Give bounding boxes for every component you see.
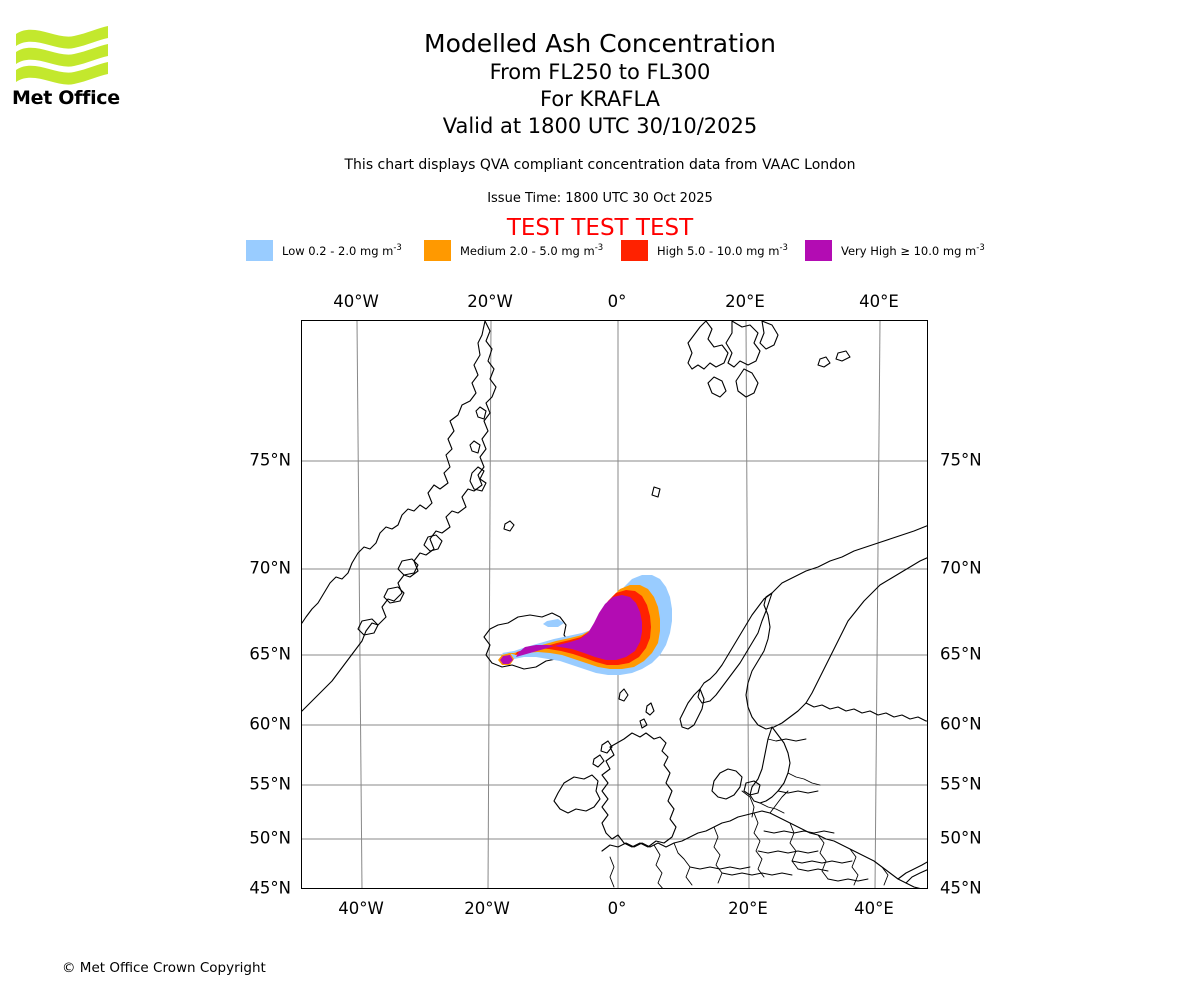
lon-tick-bottom-0: 0° <box>607 899 627 918</box>
legend-item-0: Low 0.2 - 2.0 mg m-3 <box>246 239 402 261</box>
legend-label-2: High 5.0 - 10.0 mg m-3 <box>657 242 788 258</box>
lat-tick-left-65: 65°N <box>249 644 291 664</box>
lon-tick-bottom--40: 40°W <box>338 899 384 918</box>
lat-tick-right-70: 70°N <box>940 558 982 578</box>
lon-tick-top-0: 0° <box>607 292 627 311</box>
lat-tick-left-70: 70°N <box>249 558 291 578</box>
lon-tick-top-20: 20°E <box>725 292 765 311</box>
gridline-lon--40 <box>356 321 363 888</box>
concentration-legend: Low 0.2 - 2.0 mg m-3 Medium 2.0 - 5.0 mg … <box>246 239 986 261</box>
lon-tick-top-40: 40°E <box>859 292 899 311</box>
map-gridlines <box>302 321 927 888</box>
map-container <box>301 320 928 889</box>
legend-exponent-2: -3 <box>779 242 788 253</box>
plume-wisp <box>543 619 564 627</box>
legend-item-1: Medium 2.0 - 5.0 mg m-3 <box>424 239 603 261</box>
gridline-lon--20 <box>487 321 492 888</box>
legend-label-3: Very High ≥ 10.0 mg m-3 <box>841 242 985 258</box>
title-valid-time: Valid at 1800 UTC 30/10/2025 <box>442 114 758 138</box>
map-coastlines <box>302 321 927 888</box>
lat-tick-left-75: 75°N <box>249 450 291 470</box>
lon-tick-top--20: 20°W <box>467 292 513 311</box>
legend-swatch-2 <box>621 239 648 261</box>
lat-tick-right-50: 50°N <box>940 828 982 848</box>
lat-tick-left-60: 60°N <box>249 714 291 734</box>
legend-item-3: Very High ≥ 10.0 mg m-3 <box>805 239 985 261</box>
lat-tick-left-55: 55°N <box>249 774 291 794</box>
gridline-lon-40 <box>874 321 881 888</box>
legend-item-2: High 5.0 - 10.0 mg m-3 <box>621 239 788 261</box>
gridline-lon-20 <box>745 321 750 888</box>
ash-concentration-map <box>302 321 927 888</box>
title-volcano: For KRAFLA <box>540 87 660 111</box>
plume-source-core <box>500 655 513 664</box>
chart-title-block: Modelled Ash Concentration From FL250 to… <box>0 28 1200 140</box>
lat-tick-left-50: 50°N <box>249 828 291 848</box>
lat-tick-left-45: 45°N <box>249 878 291 898</box>
lat-tick-right-55: 55°N <box>940 774 982 794</box>
legend-swatch-1 <box>424 239 451 261</box>
legend-exponent-3: -3 <box>976 242 985 253</box>
qva-compliance-note: This chart displays QVA compliant concen… <box>344 157 856 173</box>
legend-exponent-0: -3 <box>393 242 402 253</box>
legend-label-1: Medium 2.0 - 5.0 mg m-3 <box>460 242 604 258</box>
ash-plume-contours <box>498 575 672 675</box>
met-office-wave-mark <box>16 26 108 85</box>
legend-exponent-1: -3 <box>594 242 604 253</box>
title-flight-levels: From FL250 to FL300 <box>489 60 711 84</box>
lat-tick-right-65: 65°N <box>940 644 982 664</box>
met-office-logo-text: Met Office <box>12 87 120 109</box>
page-title: Modelled Ash Concentration <box>424 29 776 58</box>
legend-swatch-3 <box>805 239 832 261</box>
lat-tick-right-60: 60°N <box>940 714 982 734</box>
issue-time-label: Issue Time: 1800 UTC 30 Oct 2025 <box>487 191 713 206</box>
legend-label-0: Low 0.2 - 2.0 mg m-3 <box>282 242 402 258</box>
met-office-logo: Met Office <box>12 24 132 119</box>
test-banner: TEST TEST TEST <box>506 215 694 241</box>
map-frame <box>301 320 928 889</box>
copyright-text: © Met Office Crown Copyright <box>62 960 266 976</box>
lon-tick-bottom-20: 20°E <box>728 899 768 918</box>
plume-veryhigh-contour <box>516 595 642 660</box>
lat-tick-right-75: 75°N <box>940 450 982 470</box>
legend-swatch-0 <box>246 239 273 261</box>
lat-tick-right-45: 45°N <box>940 878 982 898</box>
lon-tick-top--40: 40°W <box>333 292 379 311</box>
lon-tick-bottom-40: 40°E <box>854 899 894 918</box>
lon-tick-bottom--20: 20°W <box>464 899 510 918</box>
